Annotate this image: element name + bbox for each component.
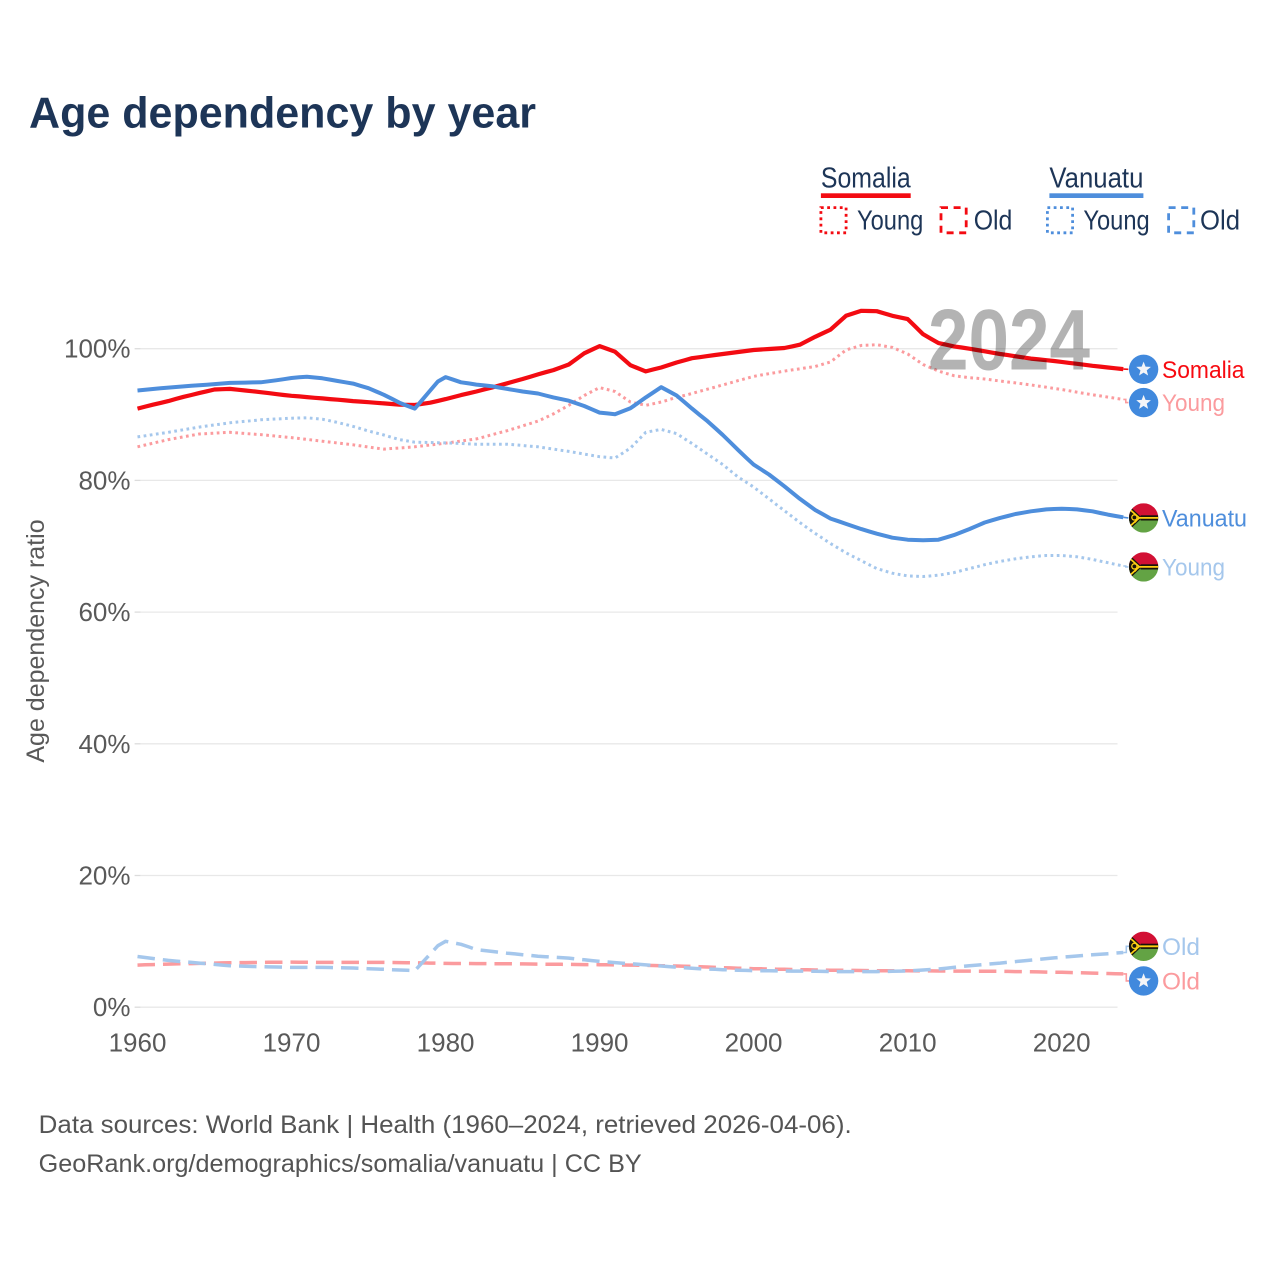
- svg-text:100%: 100%: [64, 334, 131, 364]
- svg-text:Old: Old: [974, 204, 1013, 235]
- svg-text:Data sources: World Bank | Hea: Data sources: World Bank | Health (1960–…: [39, 1111, 852, 1139]
- svg-text:2010: 2010: [879, 1028, 937, 1058]
- svg-text:Old: Old: [1162, 934, 1200, 961]
- svg-text:60%: 60%: [78, 597, 130, 627]
- svg-text:2020: 2020: [1033, 1028, 1091, 1058]
- svg-text:Young: Young: [1162, 390, 1225, 417]
- svg-text:Young: Young: [1083, 204, 1149, 235]
- svg-text:2000: 2000: [725, 1028, 783, 1058]
- svg-text:2024: 2024: [928, 293, 1090, 389]
- svg-text:1970: 1970: [263, 1028, 321, 1058]
- svg-text:Age dependency ratio: Age dependency ratio: [22, 519, 50, 762]
- svg-text:GeoRank.org/demographics/somal: GeoRank.org/demographics/somalia/vanuatu…: [39, 1150, 642, 1178]
- svg-text:Old: Old: [1200, 204, 1240, 235]
- svg-text:1990: 1990: [571, 1028, 629, 1058]
- svg-text:1960: 1960: [109, 1028, 167, 1058]
- svg-text:Young: Young: [857, 204, 923, 235]
- svg-text:Age dependency by year: Age dependency by year: [29, 89, 536, 138]
- svg-text:Old: Old: [1162, 968, 1200, 995]
- svg-text:20%: 20%: [78, 861, 130, 891]
- svg-text:Somalia: Somalia: [1162, 357, 1245, 384]
- svg-text:Young: Young: [1162, 554, 1225, 581]
- svg-text:0%: 0%: [93, 992, 131, 1022]
- svg-text:1980: 1980: [417, 1028, 475, 1058]
- svg-text:80%: 80%: [78, 465, 130, 495]
- svg-text:Somalia: Somalia: [821, 163, 912, 195]
- svg-text:Vanuatu: Vanuatu: [1049, 163, 1143, 195]
- svg-text:40%: 40%: [78, 729, 130, 759]
- svg-text:Vanuatu: Vanuatu: [1162, 505, 1247, 532]
